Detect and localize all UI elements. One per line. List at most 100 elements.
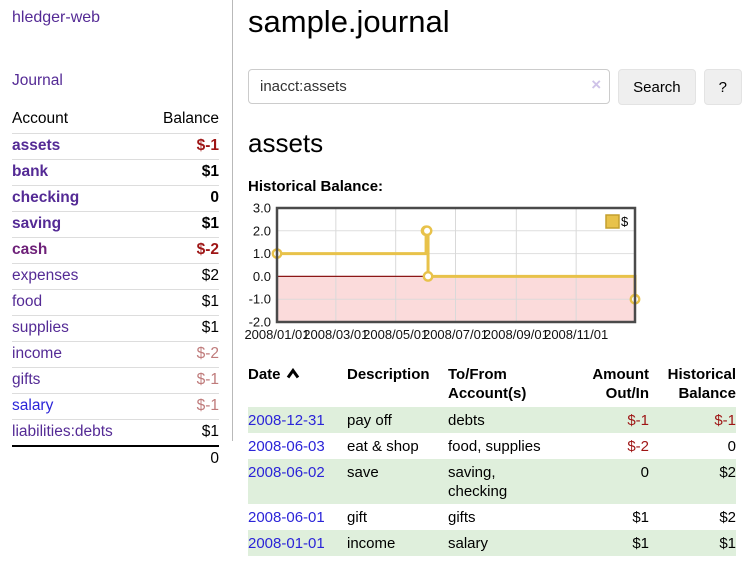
account-row: checking 0 — [12, 185, 219, 212]
transaction-balance: $2 — [719, 464, 736, 481]
transaction-date-link[interactable]: 2008-01-01 — [248, 535, 325, 552]
account-row: income $-2 — [12, 341, 219, 368]
transaction-accounts: debts — [448, 412, 485, 429]
account-row: gifts $-1 — [12, 367, 219, 394]
legend-label: $ — [621, 214, 629, 229]
register-table: Date Description To/From Account(s) Amou… — [248, 363, 736, 556]
search-input-wrap: × — [248, 69, 611, 104]
account-link[interactable]: expenses — [12, 267, 79, 284]
accounts-total-row: 0 — [12, 445, 219, 471]
account-link[interactable]: food — [12, 293, 43, 310]
account-row: expenses $2 — [12, 263, 219, 290]
transaction-row: 2008-12-31 pay off debts $-1 $-1 — [248, 407, 736, 433]
register-col-date[interactable]: Date — [248, 363, 347, 407]
transaction-row: 2008-06-02 save saving, checking 0 $2 — [248, 459, 736, 504]
transaction-description: income — [347, 535, 396, 552]
search-input[interactable] — [248, 69, 611, 104]
legend-swatch — [605, 214, 620, 229]
account-balance: $1 — [145, 289, 219, 316]
register-col-accounts: To/From Account(s) — [448, 366, 527, 402]
x-tick-label: 2008/01/01 — [244, 327, 309, 342]
transaction-row: 2008-06-03 eat & shop food, supplies $-2 0 — [248, 433, 736, 459]
account-link[interactable]: cash — [12, 241, 48, 258]
account-balance: $1 — [145, 159, 219, 186]
y-tick-label: 3.0 — [253, 203, 271, 216]
account-balance: $-1 — [145, 393, 219, 420]
historical-balance-chart: $3.0 2.0 1.0 0.0 -1.0 -2.0 2008/01/01 2008/03/0… — [242, 201, 742, 349]
account-link[interactable]: assets — [12, 137, 61, 154]
account-link[interactable]: supplies — [12, 319, 69, 336]
accounts-tbody: assets $-1 bank $1 checking 0 saving $1 cash $-2 e… — [12, 133, 219, 447]
account-link[interactable]: saving — [12, 215, 62, 232]
clear-search-icon[interactable]: × — [591, 75, 602, 94]
data-point-marker — [421, 225, 433, 237]
account-row: bank $1 — [12, 159, 219, 186]
transaction-balance: $2 — [719, 509, 736, 526]
account-link[interactable]: gifts — [12, 371, 41, 388]
plot-border — [275, 206, 637, 324]
x-tick-label: 2008/05/01 — [363, 327, 428, 342]
account-row: assets $-1 — [12, 133, 219, 160]
y-tick-label: 0.0 — [253, 269, 271, 284]
transaction-accounts: food, supplies — [448, 438, 541, 455]
x-tick-label: 2008/03/01 — [303, 327, 368, 342]
sort-asc-icon — [286, 365, 300, 384]
account-link[interactable]: checking — [12, 189, 80, 206]
transaction-date-link[interactable]: 2008-06-02 — [248, 464, 325, 481]
sidebar-item-journal[interactable]: Journal — [12, 72, 63, 89]
transaction-accounts: salary — [448, 535, 489, 552]
account-heading: assets — [248, 128, 324, 158]
accounts-col-balance: Balance — [145, 108, 219, 134]
search-button[interactable]: Search — [618, 69, 696, 105]
transaction-amount: 0 — [640, 464, 649, 481]
account-link[interactable]: bank — [12, 163, 49, 180]
account-balance: $2 — [145, 263, 219, 290]
account-link[interactable]: salary — [12, 397, 54, 414]
transaction-balance: $1 — [719, 535, 736, 552]
search-form: × Search ? — [248, 69, 742, 105]
account-row: saving $1 — [12, 211, 219, 238]
y-tick-label: 1.0 — [253, 246, 271, 261]
accounts-total-value: 0 — [145, 445, 219, 471]
transaction-date-link[interactable]: 2008-12-31 — [248, 412, 325, 429]
transaction-amount: $-2 — [627, 438, 649, 455]
transaction-accounts: gifts — [448, 509, 476, 526]
page-title: sample.journal — [248, 4, 450, 39]
account-balance: $1 — [201, 423, 219, 440]
transaction-description: gift — [347, 509, 368, 526]
account-link[interactable]: liabilities:debts — [12, 423, 113, 440]
transaction-date-link[interactable]: 2008-06-03 — [248, 438, 325, 455]
accounts-col-account: Account — [12, 108, 146, 134]
account-link[interactable]: income — [12, 345, 62, 362]
chart-svg: $3.0 2.0 1.0 0.0 -1.0 -2.02008/01/012008/03/0… — [244, 201, 641, 342]
y-tick-label: 2.0 — [253, 223, 271, 238]
account-balance: $-1 — [145, 133, 219, 160]
x-tick-label: 2008/09/01 — [484, 327, 549, 342]
account-balance: $1 — [145, 211, 219, 238]
transaction-date-link[interactable]: 2008-06-01 — [248, 509, 325, 526]
account-row: food $1 — [12, 289, 219, 316]
transaction-accounts: saving, checking — [448, 464, 508, 500]
sidebar: hledger-web Journal Account Balance asse… — [0, 0, 233, 471]
transaction-balance: $-1 — [714, 412, 736, 429]
register-col-amount: Amount Out/In — [592, 366, 649, 402]
register-tbody: 2008-12-31 pay off debts $-1 $-1 2008-06-03 ea… — [248, 407, 736, 556]
transaction-amount: $1 — [632, 509, 649, 526]
account-row: liabilities:debts $1 — [12, 420, 219, 447]
transaction-balance: 0 — [727, 438, 736, 455]
x-tick-label: 2008/11/01 — [544, 327, 608, 342]
accounts-table: Account Balance assets $-1 bank $1 checking 0… — [12, 108, 219, 471]
chart-heading: Historical Balance: — [248, 178, 384, 195]
help-button[interactable]: ? — [703, 69, 742, 105]
account-balance: $-1 — [145, 367, 219, 394]
transaction-description: save — [347, 464, 379, 481]
y-tick-label: -2.0 — [249, 315, 271, 330]
account-balance: $1 — [145, 315, 219, 342]
main-pane: sample.journal × Search ? assets Histori… — [244, 0, 742, 556]
x-tick-label: 2008/07/01 — [423, 327, 488, 342]
y-tick-label: -1.0 — [249, 292, 271, 307]
account-balance: 0 — [145, 185, 219, 212]
account-row: salary $-1 — [12, 393, 219, 420]
app-brand-link[interactable]: hledger-web — [12, 9, 101, 26]
transaction-amount: $-1 — [627, 412, 649, 429]
